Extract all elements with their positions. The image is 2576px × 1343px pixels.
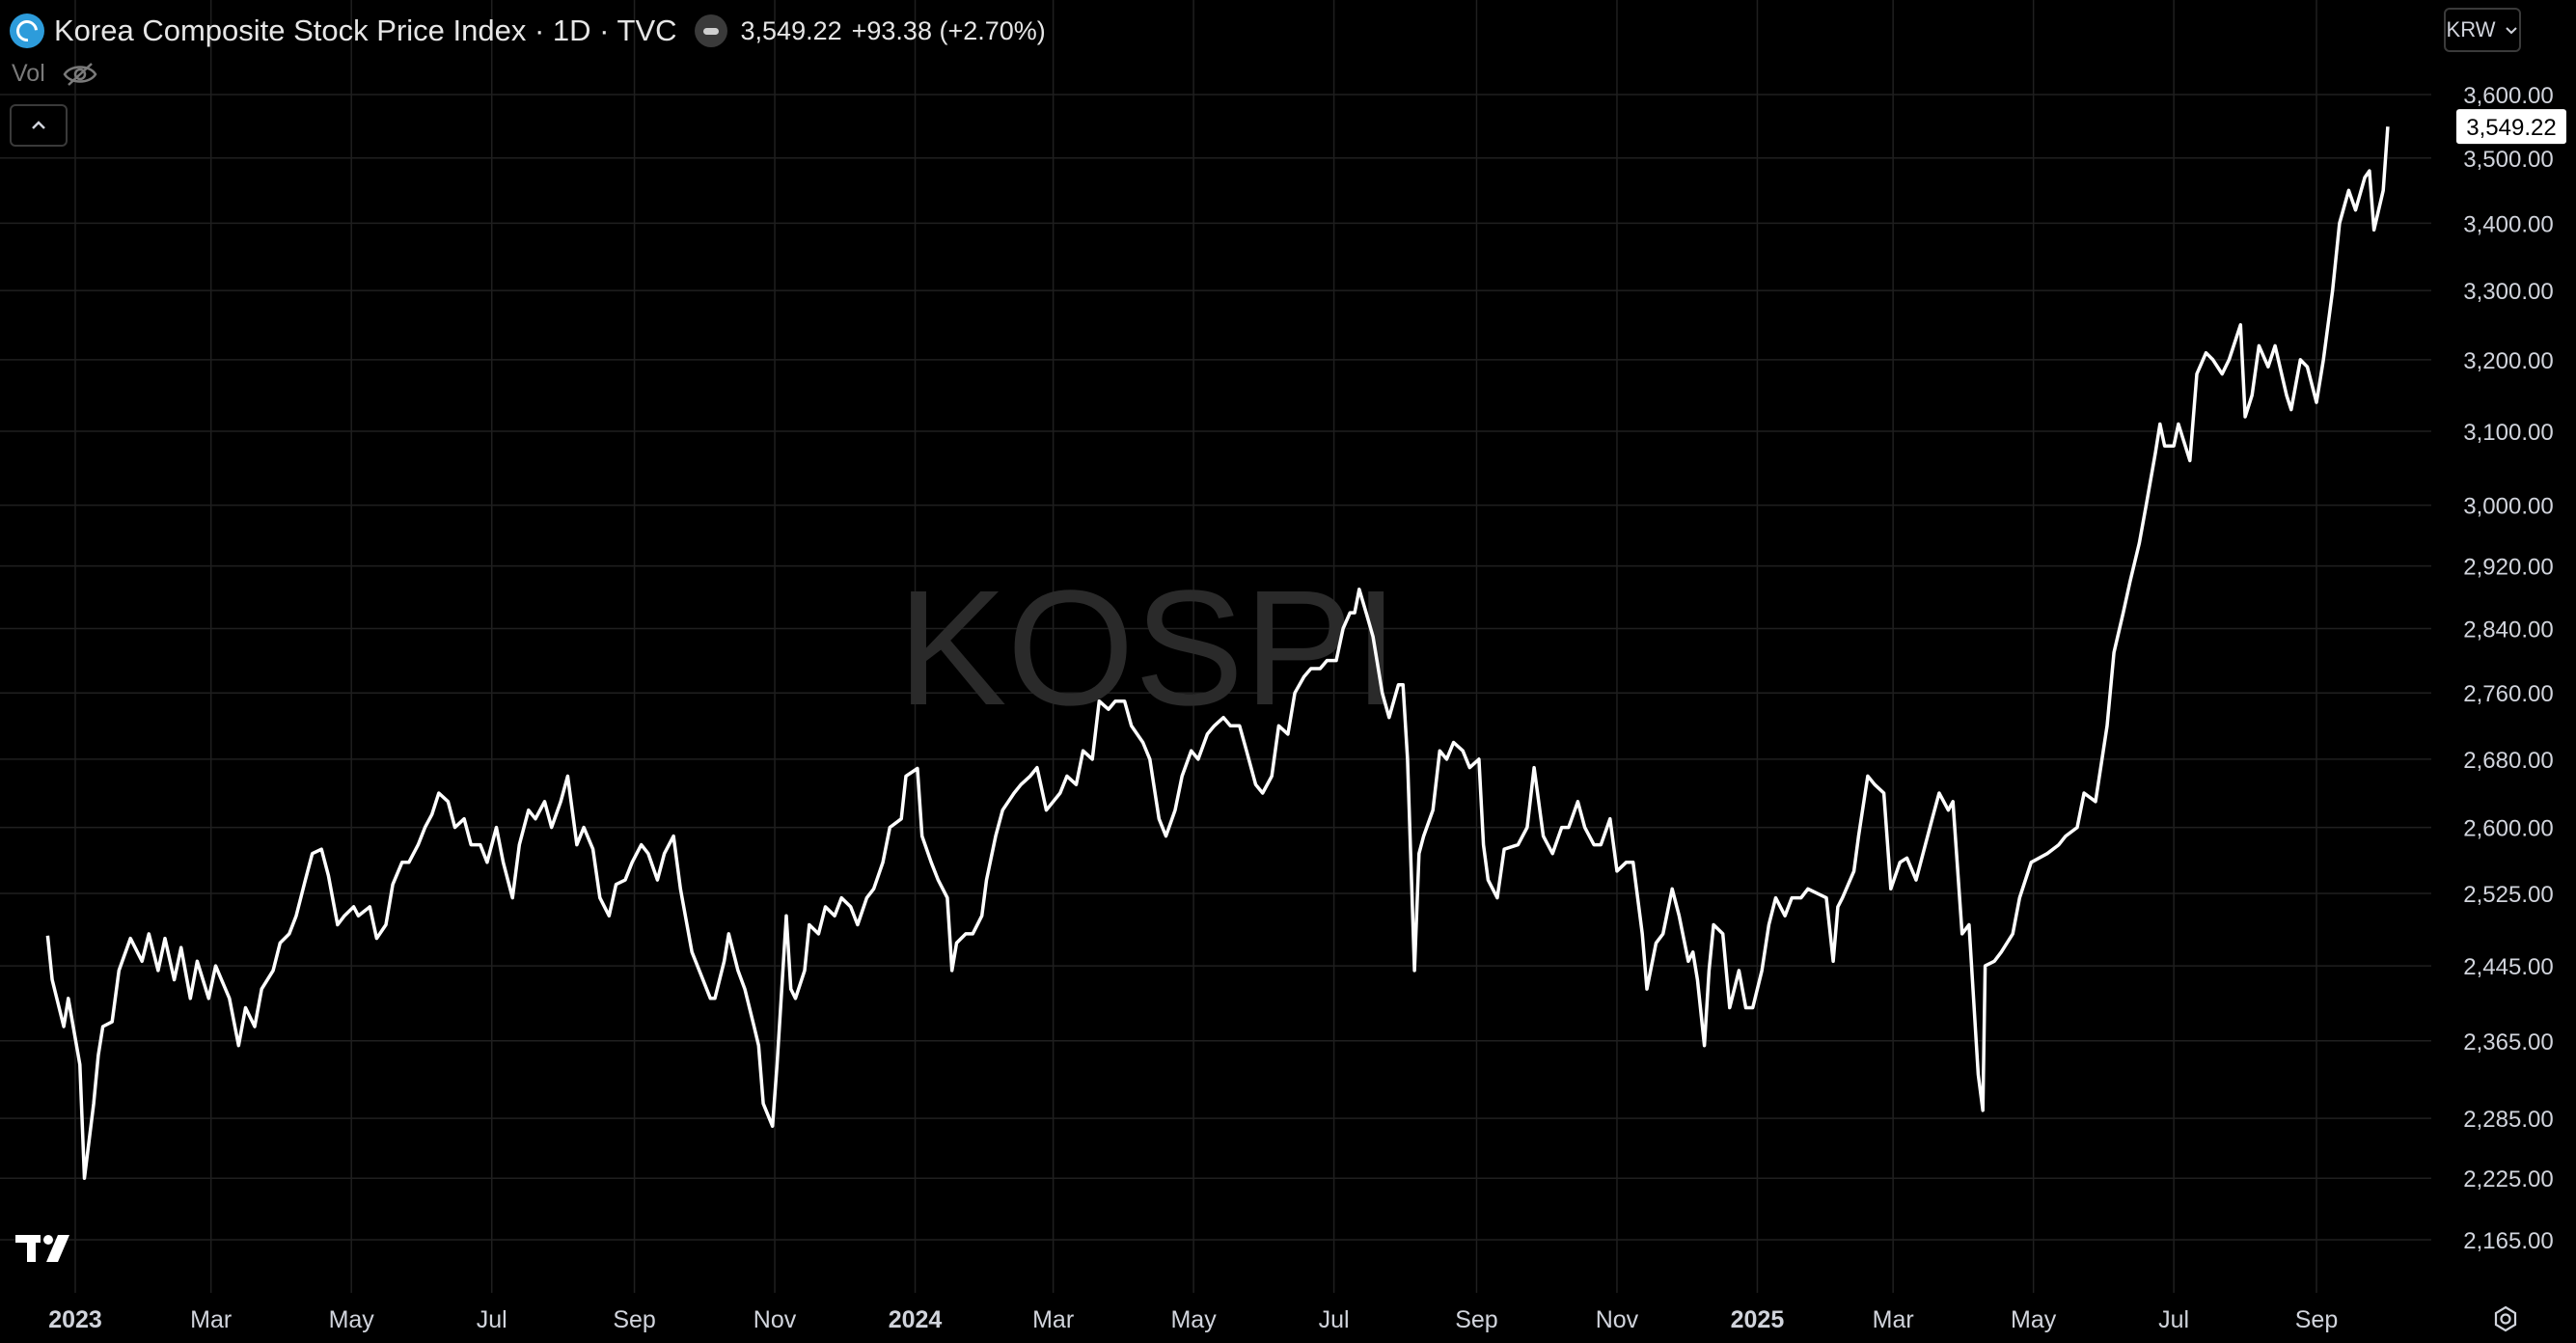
settings-icon[interactable] bbox=[2491, 1304, 2520, 1333]
y-tick-label: 2,840.00 bbox=[2463, 617, 2553, 644]
last-price-tag-text: 3,549.22 bbox=[2466, 115, 2556, 141]
y-tick-label: 2,285.00 bbox=[2463, 1107, 2553, 1133]
volume-label: Vol bbox=[12, 60, 45, 87]
last-price-label: 3,549.22 bbox=[2456, 109, 2566, 145]
symbol-title[interactable]: Korea Composite Stock Price Index · 1D ·… bbox=[54, 14, 677, 47]
last-price-tag bbox=[2456, 109, 2566, 145]
time-axis[interactable]: 2023 Mar May Jul Sep Nov 2024 Mar May Jul Sep Nov 20… bbox=[48, 1306, 2338, 1333]
y-tick-label: 2,445.00 bbox=[2463, 954, 2553, 980]
x-tick-label: Sep bbox=[2295, 1306, 2338, 1333]
y-tick-label: 2,920.00 bbox=[2463, 555, 2553, 581]
price-line-series bbox=[45, 126, 2390, 1180]
x-tick-label: Jul bbox=[2158, 1306, 2189, 1333]
price-change-value: +93.38 (+2.70%) bbox=[851, 15, 1046, 45]
x-tick-label: Sep bbox=[613, 1306, 655, 1333]
y-tick-label: 3,300.00 bbox=[2463, 279, 2553, 305]
y-tick-label: 3,400.00 bbox=[2463, 211, 2553, 237]
y-tick-label: 3,600.00 bbox=[2463, 83, 2553, 109]
y-tick-label: 3,500.00 bbox=[2463, 147, 2553, 173]
x-tick-label: May bbox=[2011, 1306, 2057, 1333]
x-tick-label: Mar bbox=[1032, 1306, 1074, 1333]
tradingview-logo-icon[interactable] bbox=[15, 1231, 77, 1264]
eye-off-icon[interactable] bbox=[63, 62, 97, 87]
price-axis[interactable]: 3,600.00 3,500.00 3,400.00 3,300.00 3,200.00… bbox=[2463, 83, 2553, 1254]
y-tick-label: 2,525.00 bbox=[2463, 882, 2553, 908]
y-tick-label: 2,760.00 bbox=[2463, 681, 2553, 707]
symbol-logo-icon[interactable] bbox=[10, 14, 44, 48]
y-tick-label: 2,225.00 bbox=[2463, 1166, 2553, 1192]
y-tick-label: 3,100.00 bbox=[2463, 420, 2553, 446]
y-tick-label: 3,200.00 bbox=[2463, 348, 2553, 374]
x-tick-label: 2025 bbox=[1731, 1306, 1785, 1333]
y-tick-label: 3,000.00 bbox=[2463, 494, 2553, 520]
price-line bbox=[45, 126, 2390, 1180]
y-tick-label: 2,680.00 bbox=[2463, 748, 2553, 774]
market-status-icon[interactable] bbox=[694, 14, 727, 47]
y-tick-label: 2,365.00 bbox=[2463, 1029, 2553, 1055]
x-tick-label: Sep bbox=[1455, 1306, 1497, 1333]
x-tick-label: Mar bbox=[1873, 1306, 1914, 1333]
volume-legend: Vol bbox=[12, 60, 97, 88]
y-tick-label: 2,165.00 bbox=[2463, 1228, 2553, 1254]
x-tick-label: 2024 bbox=[889, 1306, 943, 1333]
collapse-legend-button[interactable] bbox=[10, 104, 68, 147]
x-tick-label: Nov bbox=[1596, 1306, 1639, 1333]
x-tick-label: 2023 bbox=[48, 1306, 102, 1333]
chart-header: Korea Composite Stock Price Index · 1D ·… bbox=[10, 10, 1046, 52]
x-tick-label: Mar bbox=[190, 1306, 232, 1333]
currency-value: KRW bbox=[2446, 17, 2496, 41]
x-tick-label: Jul bbox=[477, 1306, 507, 1333]
currency-selector[interactable]: KRW bbox=[2444, 8, 2521, 52]
x-tick-label: May bbox=[329, 1306, 375, 1333]
last-price-value: 3,549.22 bbox=[740, 15, 842, 45]
y-tick-label: 2,600.00 bbox=[2463, 816, 2553, 842]
chart-grid bbox=[0, 0, 2431, 1293]
x-tick-label: Nov bbox=[754, 1306, 797, 1333]
x-tick-label: May bbox=[1170, 1306, 1217, 1333]
x-tick-label: Jul bbox=[1319, 1306, 1350, 1333]
chevron-up-icon bbox=[32, 121, 45, 129]
symbol-watermark: KOSPI bbox=[897, 557, 1399, 740]
chevron-down-icon bbox=[2506, 27, 2518, 35]
